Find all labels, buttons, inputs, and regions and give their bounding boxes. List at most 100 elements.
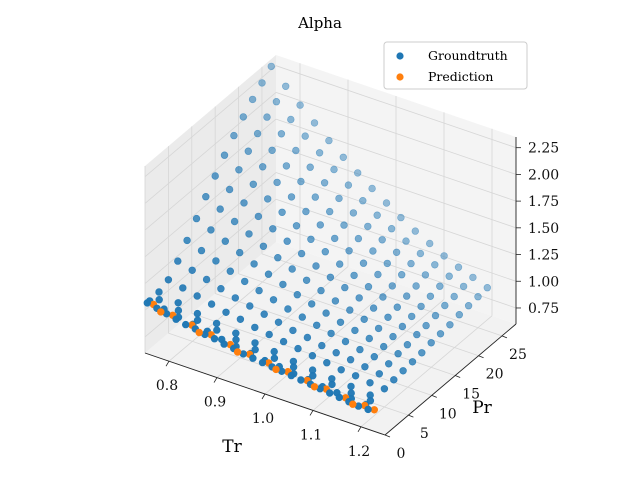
groundtruth-point xyxy=(369,304,378,312)
groundtruth-point xyxy=(269,296,278,304)
groundtruth-point xyxy=(282,162,291,170)
groundtruth-point xyxy=(240,199,248,207)
groundtruth-point xyxy=(212,257,220,265)
groundtruth-point xyxy=(155,296,163,304)
groundtruth-point xyxy=(259,242,268,251)
y-tick-label: 25 xyxy=(509,347,527,363)
prediction-point xyxy=(310,383,319,391)
groundtruth-point xyxy=(328,380,336,389)
groundtruth-point xyxy=(172,315,180,323)
groundtruth-point xyxy=(297,376,305,384)
groundtruth-point xyxy=(385,360,393,368)
groundtruth-point xyxy=(298,313,306,321)
groundtruth-point xyxy=(317,286,325,295)
groundtruth-point xyxy=(217,285,225,293)
groundtruth-point xyxy=(331,297,340,305)
groundtruth-point xyxy=(346,306,354,314)
groundtruth-point xyxy=(408,312,416,321)
groundtruth-point xyxy=(344,181,353,189)
groundtruth-point xyxy=(207,226,215,234)
groundtruth-point xyxy=(336,318,345,326)
groundtruth-point xyxy=(368,184,376,193)
y-tick-label: 0 xyxy=(397,446,406,462)
groundtruth-point xyxy=(337,366,345,374)
groundtruth-point xyxy=(155,288,163,296)
groundtruth-point xyxy=(230,217,239,226)
groundtruth-point xyxy=(259,163,267,171)
groundtruth-point xyxy=(302,207,310,216)
groundtruth-point xyxy=(193,292,201,300)
groundtruth-point xyxy=(336,260,344,268)
groundtruth-point xyxy=(426,239,434,248)
groundtruth-point xyxy=(309,372,317,380)
grid-line-z xyxy=(275,92,517,175)
groundtruth-point xyxy=(345,247,353,255)
groundtruth-point xyxy=(398,322,407,331)
grid-line-z xyxy=(144,198,277,311)
groundtruth-point xyxy=(378,236,386,244)
groundtruth-point xyxy=(297,249,306,258)
groundtruth-point xyxy=(294,344,302,353)
y-tick-mark xyxy=(501,335,508,339)
groundtruth-point xyxy=(277,130,286,138)
groundtruth-point xyxy=(264,270,273,278)
groundtruth-point xyxy=(225,185,234,194)
z-tick-label: 0.75 xyxy=(528,301,559,317)
groundtruth-point xyxy=(279,280,287,289)
groundtruth-point xyxy=(272,97,281,106)
groundtruth-point xyxy=(307,235,315,244)
legend-label-prediction: Prediction xyxy=(428,69,493,84)
grid-line-z xyxy=(144,92,277,204)
groundtruth-point xyxy=(282,82,290,91)
groundtruth-point xyxy=(373,211,381,219)
groundtruth-point xyxy=(354,234,363,243)
groundtruth-point xyxy=(464,302,473,310)
y-tick-mark xyxy=(455,375,461,378)
grid-line-z xyxy=(144,145,277,258)
groundtruth-point xyxy=(258,79,266,87)
z-tick-label: 2.25 xyxy=(528,141,559,157)
groundtruth-point xyxy=(231,294,240,302)
groundtruth-point xyxy=(422,321,430,330)
groundtruth-point xyxy=(364,283,373,291)
z-tick-label: 1.50 xyxy=(528,221,559,237)
groundtruth-point xyxy=(279,337,288,346)
groundtruth-point xyxy=(393,303,401,311)
groundtruth-point xyxy=(426,292,435,300)
groundtruth-point xyxy=(349,209,358,217)
prediction-point xyxy=(157,308,165,316)
groundtruth-point xyxy=(287,115,295,124)
z-tick-label: 1.00 xyxy=(528,274,559,290)
groundtruth-point xyxy=(417,302,425,311)
groundtruth-point xyxy=(369,247,377,255)
chart-title: Alpha xyxy=(297,14,342,32)
groundtruth-point xyxy=(399,367,407,375)
legend: Groundtruth Prediction xyxy=(383,41,528,90)
groundtruth-point xyxy=(258,358,267,367)
groundtruth-point xyxy=(174,257,182,265)
groundtruth-point xyxy=(459,282,468,291)
groundtruth-point xyxy=(431,311,440,320)
groundtruth-point xyxy=(202,275,211,284)
x-tick-label: 0.9 xyxy=(204,395,226,411)
groundtruth-point xyxy=(164,276,173,284)
groundtruth-point xyxy=(202,193,210,201)
groundtruth-point xyxy=(284,305,292,313)
groundtruth-point xyxy=(232,329,240,337)
groundtruth-point xyxy=(211,172,219,180)
groundtruth-point xyxy=(383,259,391,268)
groundtruth-point xyxy=(364,222,372,231)
groundtruth-point xyxy=(450,292,458,301)
groundtruth-point xyxy=(289,363,298,371)
groundtruth-point xyxy=(350,271,358,280)
groundtruth-point xyxy=(302,276,311,284)
groundtruth-point xyxy=(246,302,254,310)
groundtruth-point xyxy=(236,315,245,323)
groundtruth-point xyxy=(341,337,350,346)
groundtruth-point xyxy=(311,193,319,201)
groundtruth-point xyxy=(287,193,296,201)
groundtruth-point xyxy=(297,177,305,186)
y-axis-line xyxy=(384,323,517,436)
groundtruth-point xyxy=(255,286,263,295)
y-tick-mark xyxy=(384,434,391,438)
